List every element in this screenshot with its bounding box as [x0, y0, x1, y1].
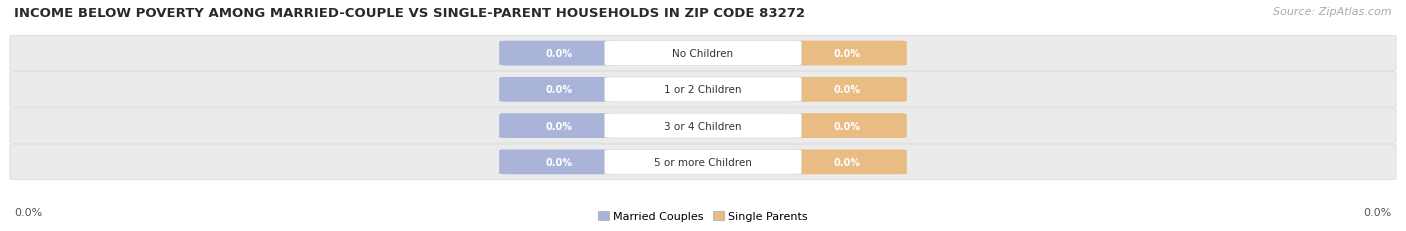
Text: INCOME BELOW POVERTY AMONG MARRIED-COUPLE VS SINGLE-PARENT HOUSEHOLDS IN ZIP COD: INCOME BELOW POVERTY AMONG MARRIED-COUPL… — [14, 7, 806, 20]
FancyBboxPatch shape — [605, 150, 801, 174]
Text: 3 or 4 Children: 3 or 4 Children — [664, 121, 742, 131]
Text: 0.0%: 0.0% — [834, 85, 860, 95]
FancyBboxPatch shape — [499, 42, 619, 66]
Text: 0.0%: 0.0% — [14, 207, 42, 218]
FancyBboxPatch shape — [787, 114, 907, 138]
FancyBboxPatch shape — [787, 42, 907, 66]
Text: 0.0%: 0.0% — [1364, 207, 1392, 218]
FancyBboxPatch shape — [605, 42, 801, 66]
Text: 0.0%: 0.0% — [546, 85, 572, 95]
Text: 0.0%: 0.0% — [834, 157, 860, 167]
Text: 1 or 2 Children: 1 or 2 Children — [664, 85, 742, 95]
FancyBboxPatch shape — [10, 109, 1396, 144]
FancyBboxPatch shape — [499, 78, 619, 102]
Text: 0.0%: 0.0% — [834, 121, 860, 131]
FancyBboxPatch shape — [499, 114, 619, 138]
FancyBboxPatch shape — [10, 72, 1396, 108]
Text: 5 or more Children: 5 or more Children — [654, 157, 752, 167]
FancyBboxPatch shape — [499, 150, 619, 174]
FancyBboxPatch shape — [10, 36, 1396, 71]
FancyBboxPatch shape — [787, 150, 907, 174]
FancyBboxPatch shape — [787, 78, 907, 102]
Text: 0.0%: 0.0% — [834, 49, 860, 59]
Legend: Married Couples, Single Parents: Married Couples, Single Parents — [593, 206, 813, 225]
Text: 0.0%: 0.0% — [546, 157, 572, 167]
FancyBboxPatch shape — [605, 114, 801, 138]
Text: Source: ZipAtlas.com: Source: ZipAtlas.com — [1274, 7, 1392, 17]
Text: No Children: No Children — [672, 49, 734, 59]
Text: 0.0%: 0.0% — [546, 49, 572, 59]
FancyBboxPatch shape — [605, 78, 801, 102]
FancyBboxPatch shape — [10, 145, 1396, 180]
Text: 0.0%: 0.0% — [546, 121, 572, 131]
